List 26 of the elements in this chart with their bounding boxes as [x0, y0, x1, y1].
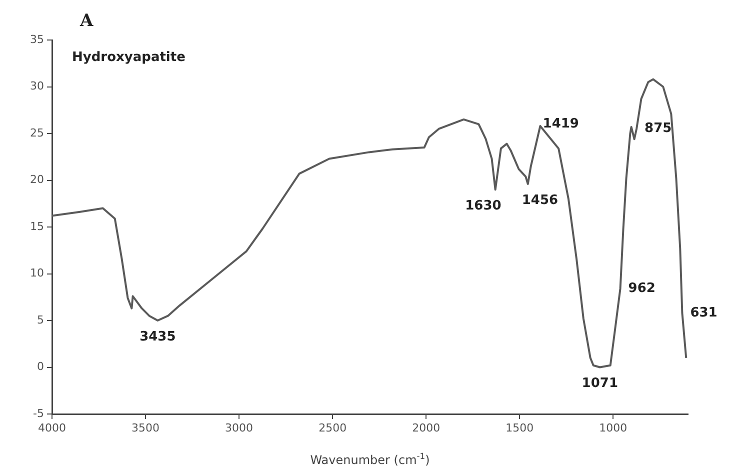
y-tick-label: 30	[30, 80, 44, 93]
y-tick-label: -5	[33, 406, 44, 420]
x-tick-label: 2000	[412, 421, 440, 434]
chart-title: A	[79, 11, 94, 31]
y-tick-label: 25	[30, 126, 44, 140]
x-tick-label: 1000	[599, 421, 628, 434]
annotation: 1630	[465, 198, 502, 214]
annotation: 3435	[140, 329, 176, 344]
x-tick-label: 1500	[506, 421, 534, 434]
x-tick-label: 2500	[318, 421, 347, 434]
text: Hydroxyapatite	[72, 50, 186, 65]
x-tick-label: 3500	[132, 421, 160, 434]
y-tick-label: 10	[30, 266, 44, 280]
x-tick-label: 4000	[38, 421, 66, 434]
annotation: 1419	[542, 116, 579, 132]
x-tick-label: 3000	[225, 421, 254, 434]
annotation: 962	[628, 281, 656, 296]
y-tick-label: 35	[30, 32, 44, 46]
annotation: 631	[690, 305, 718, 320]
y-tick-label: 15	[30, 220, 44, 233]
y-tick-label: 0	[37, 360, 44, 374]
y-tick-label: 20	[30, 173, 44, 186]
annotation: 1456	[522, 192, 558, 208]
annotation: 875	[644, 121, 672, 136]
annotation: 1071	[582, 376, 618, 392]
y-tick-label: 5	[37, 313, 44, 326]
